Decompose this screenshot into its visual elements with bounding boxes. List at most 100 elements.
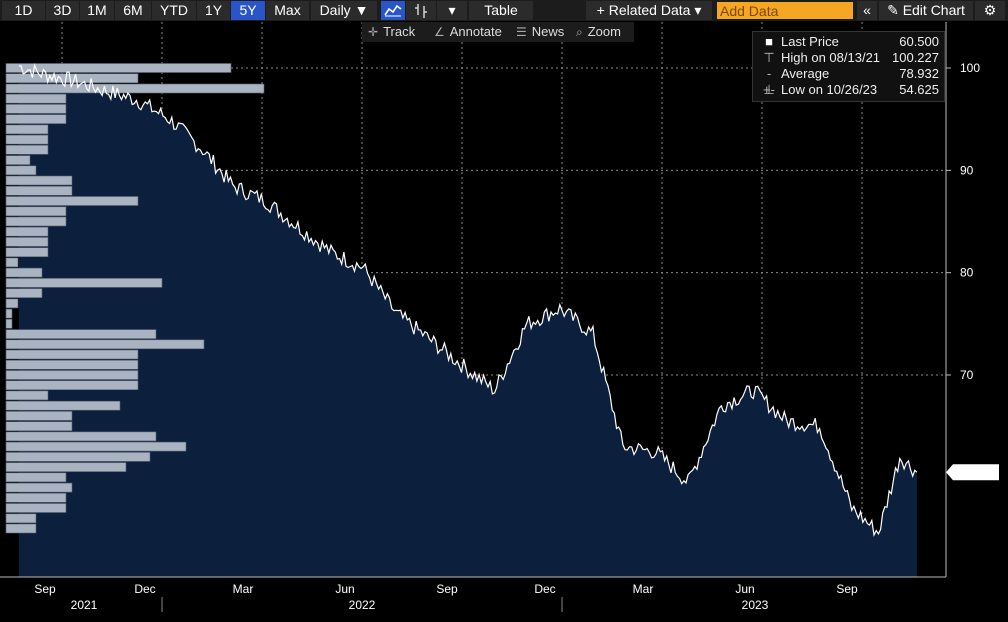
volume-profile-bar	[5, 523, 37, 534]
frequency-dropdown[interactable]: Daily ▼	[311, 1, 377, 20]
volume-profile-bar	[5, 165, 37, 176]
average-marker-icon: -+-	[763, 66, 775, 97]
x-month-label: Jun	[735, 582, 754, 596]
volume-profile-bar	[5, 441, 187, 452]
volume-profile-bar	[5, 513, 37, 524]
period-1m-button[interactable]: 1M	[80, 1, 114, 20]
table-button[interactable]: Table	[469, 1, 533, 20]
volume-profile-bar	[5, 411, 73, 421]
pencil-icon: ✎	[887, 2, 903, 18]
volume-profile-bar	[5, 431, 157, 442]
price-line	[18, 63, 918, 537]
volume-profile-bar	[5, 462, 127, 472]
low-marker-icon: ⊥	[763, 82, 775, 97]
last-price-tag-label: 60.500	[958, 465, 995, 479]
add-data-input[interactable]	[717, 2, 853, 19]
volume-profile-bar	[5, 349, 139, 360]
volume-profile-bar	[5, 247, 49, 257]
annotate-label: Annotate	[449, 24, 502, 39]
y-tick-label: 100	[960, 61, 980, 75]
volume-profile-bar	[5, 175, 73, 186]
volume-profile-bar	[5, 390, 49, 401]
legend-high: ⊤ High on 08/13/21 100.227	[763, 50, 939, 65]
annotate-icon: ∠	[434, 25, 445, 39]
collapse-icon[interactable]: «	[857, 1, 877, 20]
volume-profile-bar	[5, 339, 205, 350]
last-price-tag	[946, 464, 999, 481]
news-button[interactable]: ☰ News	[516, 22, 564, 42]
zoom-button[interactable]: ⌕ Zoom	[576, 22, 621, 42]
news-icon: ☰	[516, 25, 527, 39]
white-square-icon: ■	[765, 34, 773, 49]
legend-last-price: ■ Last Price 60.500	[753, 34, 944, 50]
period-1d-button[interactable]: 1D	[2, 1, 45, 20]
volume-profile-bar	[5, 492, 67, 503]
line-chart-icon	[384, 4, 402, 17]
period-1y-button[interactable]: 1Y	[197, 1, 230, 20]
volume-profile-bar	[5, 380, 139, 391]
period-5y-button[interactable]: 5Y	[231, 1, 265, 20]
volume-profile-bar	[5, 452, 151, 462]
volume-profile-bar	[5, 196, 139, 206]
x-year-label: 2023	[742, 598, 769, 612]
volume-profile-bar	[5, 267, 43, 278]
volume-profile-bar	[5, 216, 67, 227]
high-marker-icon: ⊤	[763, 50, 775, 65]
x-month-label: Dec	[534, 582, 555, 596]
zoom-label: Zoom	[587, 24, 621, 39]
x-month-label: Sep	[34, 582, 56, 596]
x-year-label: 2022	[349, 598, 376, 612]
period-ytd-button[interactable]: YTD	[152, 1, 196, 20]
volume-profile-bar	[5, 482, 73, 493]
volume-profile-bar	[5, 186, 73, 196]
chart-type-dropdown[interactable]: ▾	[437, 1, 467, 20]
volume-profile-bar	[5, 134, 49, 145]
volume-profile-bar	[5, 226, 49, 237]
track-label: Track	[383, 24, 416, 39]
volume-profile-bar	[5, 288, 43, 298]
legend-low: ⊥ Low on 10/26/23 54.625	[763, 82, 939, 97]
chart-subtoolbar: ✛ Track ∠ Annotate ☰ News ⌕ Zoom	[362, 22, 634, 42]
period-max-button[interactable]: Max	[266, 1, 309, 20]
volume-profile-bar	[5, 73, 139, 83]
volume-profile-bar	[5, 400, 121, 411]
volume-profile-bar	[5, 318, 13, 329]
line-chart-type-button[interactable]	[381, 1, 405, 20]
volume-profile-bar	[5, 370, 139, 380]
period-3d-button[interactable]: 3D	[46, 1, 79, 20]
volume-profile-bar	[5, 503, 67, 513]
volume-profile-bar	[5, 257, 19, 268]
annotate-button[interactable]: ∠ Annotate	[434, 22, 502, 42]
volume-profile-bar	[5, 155, 31, 165]
edit-chart-label: Edit Chart	[902, 2, 965, 18]
axes	[0, 22, 947, 578]
zoom-icon: ⌕	[576, 25, 583, 39]
volume-profile	[5, 63, 265, 534]
settings-gear-icon[interactable]: ⚙	[975, 1, 1005, 20]
track-button[interactable]: ✛ Track	[368, 22, 415, 42]
volume-profile-bar	[5, 114, 67, 124]
x-month-label: Mar	[633, 582, 654, 596]
volume-profile-bar	[5, 93, 67, 104]
volume-profile-bar	[5, 145, 49, 155]
y-tick-label: 90	[960, 163, 974, 177]
volume-profile-bar	[5, 472, 67, 483]
edit-chart-button[interactable]: ✎ Edit Chart	[879, 1, 973, 20]
period-6m-button[interactable]: 6M	[115, 1, 151, 20]
related-data-button[interactable]: + Related Data ▾	[586, 1, 712, 20]
ohlc-icon	[415, 4, 427, 18]
x-month-label: Dec	[134, 582, 155, 596]
axis-ticks: 100 90 80 70 60.500 Sep Dec Mar Jun Sep Dec Mar Jun S…	[34, 61, 999, 612]
volume-profile-bar	[5, 308, 13, 319]
volume-profile-bar	[5, 237, 49, 247]
volume-profile-bar	[5, 104, 67, 114]
chart-toolbar: 1D 3D 1M 6M YTD 1Y 5Y Max Daily ▼ ▾ Tabl…	[0, 0, 1008, 21]
y-tick-label: 80	[960, 266, 974, 280]
price-area-fill	[18, 65, 917, 578]
volume-profile-bar	[5, 124, 49, 135]
crosshair-icon: ✛	[368, 25, 379, 39]
ohlc-chart-type-button[interactable]	[406, 1, 436, 20]
volume-profile-bar	[5, 63, 232, 73]
volume-profile-bar	[5, 278, 163, 288]
